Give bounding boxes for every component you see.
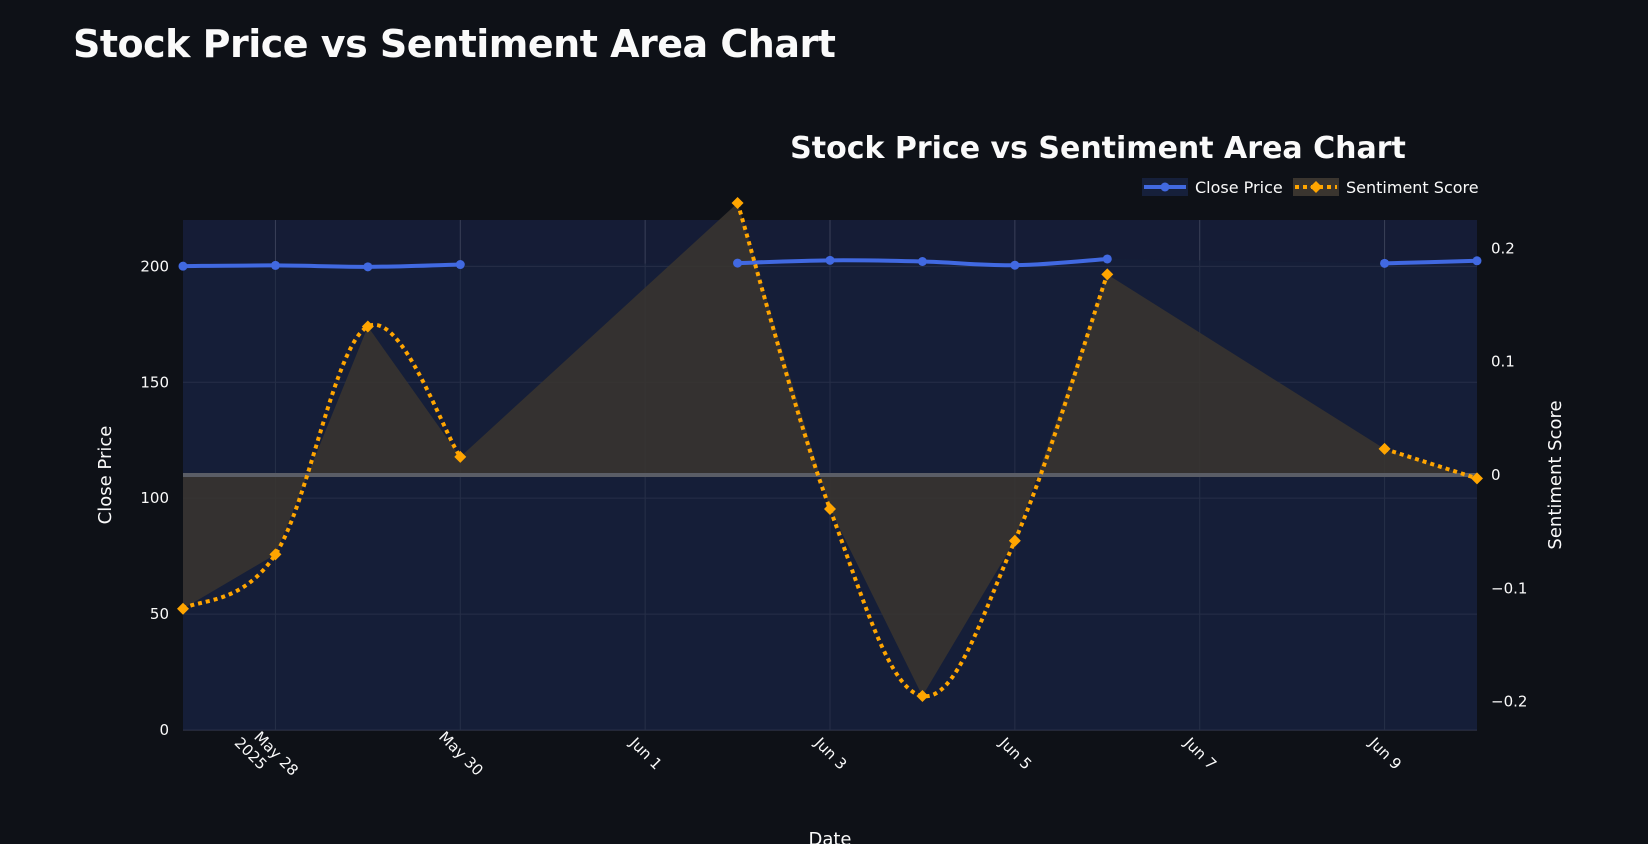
sentiment-point[interactable] [454, 450, 467, 463]
y-left-tick-label: 200 [140, 257, 169, 275]
sentiment-point[interactable] [269, 548, 282, 561]
series-line-close-price [1384, 258, 1478, 266]
y-axis-left-label: Close Price [95, 426, 116, 525]
y-axis-right-label: Sentiment Score [1545, 400, 1566, 549]
page-title: Stock Price vs Sentiment Area Chart [73, 22, 836, 66]
y-right-tick-label: 0.2 [1491, 239, 1515, 257]
x-tick-label: Jun 7 [1180, 733, 1220, 773]
close-price-point[interactable] [917, 256, 927, 266]
x-tick-label: Jun 3 [810, 733, 850, 773]
sentiment-point[interactable] [1378, 442, 1391, 455]
series-line-sentiment [1383, 447, 1478, 481]
sentiment-point[interactable] [1471, 472, 1483, 485]
close-price-point[interactable] [825, 255, 835, 265]
close-price-point[interactable] [1102, 254, 1112, 264]
sentiment-point[interactable] [1101, 268, 1114, 281]
y-left-tick-label: 50 [150, 605, 169, 623]
y-right-tick-label: −0.2 [1491, 693, 1527, 711]
legend-marker [1310, 181, 1322, 193]
y-axis-left: 0 50 100 150 200 [140, 257, 169, 739]
sentiment-point[interactable] [177, 602, 189, 615]
legend-item-close-price[interactable]: Close Price [1142, 178, 1283, 197]
close-price-point[interactable] [363, 262, 373, 272]
close-price-point[interactable] [1010, 260, 1020, 270]
area-fills [183, 203, 1477, 730]
legend[interactable]: Close Price Sentiment Score [1142, 178, 1479, 197]
area-fill-sentiment [183, 203, 1477, 696]
x-tick-label: May 282025 [231, 721, 302, 792]
sentiment-point[interactable] [1008, 534, 1021, 547]
y-right-tick-label: 0.1 [1491, 353, 1515, 371]
close-price-point[interactable] [178, 261, 188, 271]
y-left-tick-label: 100 [140, 489, 169, 507]
sentiment-point[interactable] [361, 320, 374, 333]
sentiment-point[interactable] [824, 503, 836, 515]
legend-label: Close Price [1195, 178, 1283, 197]
close-price-point[interactable] [733, 258, 743, 268]
close-price-point[interactable] [1380, 258, 1390, 268]
x-axis-label: Date [808, 829, 851, 844]
close-price-point[interactable] [1472, 256, 1482, 266]
y-left-tick-label: 150 [140, 373, 169, 391]
y-axis-right: 0.2 0.1 0 −0.1 −0.2 [1491, 239, 1527, 710]
x-tick-label: May 30 [435, 728, 487, 780]
y-right-tick-label: 0 [1491, 466, 1501, 484]
y-right-tick-label: −0.1 [1491, 579, 1527, 597]
series-line-close-price [182, 262, 461, 269]
legend-marker [1160, 182, 1170, 192]
chart-title: Stock Price vs Sentiment Area Chart [790, 131, 1406, 166]
legend-item-sentiment[interactable]: Sentiment Score [1293, 178, 1479, 197]
x-tick-label: Jun 5 [995, 733, 1035, 773]
x-axis: May 282025 May 30 Jun 1 Jun 3 Jun 5 Jun 7 Jun … [231, 721, 1405, 792]
legend-label: Sentiment Score [1346, 178, 1479, 197]
x-tick-label: Jun 1 [625, 733, 665, 773]
close-price-point[interactable] [270, 260, 280, 270]
sentiment-point[interactable] [731, 197, 744, 209]
series-markers[interactable] [177, 197, 1483, 702]
close-price-point[interactable] [455, 260, 465, 270]
x-tick-label: Jun 9 [1365, 733, 1405, 773]
sentiment-point[interactable] [916, 690, 929, 702]
y-left-tick-label: 0 [159, 721, 169, 739]
